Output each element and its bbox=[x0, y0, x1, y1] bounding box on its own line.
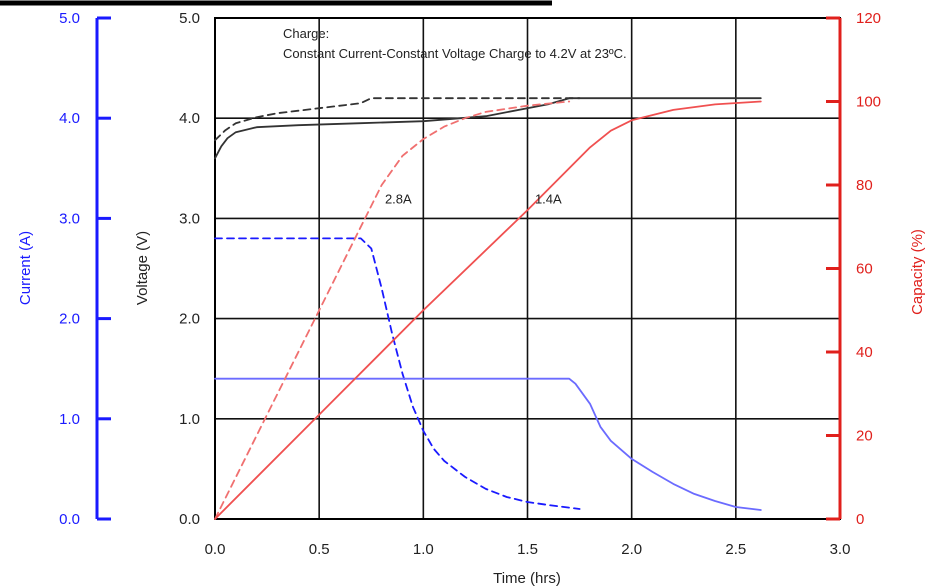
capacity-tick-label-0: 0 bbox=[856, 511, 864, 528]
capacity-tick-label-1: 20 bbox=[856, 428, 873, 445]
voltage-axis: 0.0 1.0 2.0 3.0 4.0 5.0 Voltage (V) bbox=[134, 10, 200, 528]
series-current-14A-line bbox=[214, 377, 762, 511]
current-tick-label-4: 4.0 bbox=[59, 110, 80, 127]
current-tick-label-3: 3.0 bbox=[59, 210, 80, 227]
current-axis: 0.0 1.0 2.0 3.0 4.0 5.0 Current (A) bbox=[17, 10, 111, 528]
series-layer bbox=[214, 97, 762, 520]
current-tick-label-1: 1.0 bbox=[59, 411, 80, 428]
current-tick-label-2: 2.0 bbox=[59, 311, 80, 328]
capacity-axis-label: Capacity (%) bbox=[909, 229, 926, 315]
x-tick-label-3: 1.5 bbox=[517, 541, 538, 558]
annotation-line-1: Charge: bbox=[283, 26, 329, 41]
grid bbox=[214, 17, 841, 520]
x-tick-label-2: 1.0 bbox=[413, 541, 434, 558]
data-labels: 2.8A 1.4A bbox=[385, 191, 562, 206]
x-tick-label-5: 2.5 bbox=[725, 541, 746, 558]
series-voltage-28A-line bbox=[214, 97, 581, 142]
voltage-tick-label-1: 1.0 bbox=[179, 411, 200, 428]
x-tick-label-1: 0.5 bbox=[309, 541, 330, 558]
series-capacity-28A-line bbox=[214, 100, 571, 520]
series-current-28A-line bbox=[214, 237, 581, 510]
capacity-tick-label-2: 40 bbox=[856, 344, 873, 361]
x-axis: 0.0 0.5 1.0 1.5 2.0 2.5 3.0 Time (hrs) bbox=[205, 541, 851, 587]
series-voltage-14A-line bbox=[214, 97, 762, 160]
voltage-axis-label: Voltage (V) bbox=[134, 231, 151, 305]
voltage-tick-label-2: 2.0 bbox=[179, 311, 200, 328]
capacity-tick-label-5: 100 bbox=[856, 94, 881, 111]
series-capacity-14A-line bbox=[214, 100, 762, 520]
voltage-tick-label-4: 4.0 bbox=[179, 110, 200, 127]
data-label-0: 2.8A bbox=[385, 191, 412, 206]
voltage-tick-label-3: 3.0 bbox=[179, 210, 200, 227]
current-tick-label-0: 0.0 bbox=[59, 511, 80, 528]
data-label-1: 1.4A bbox=[535, 191, 562, 206]
annotation: Charge: Constant Current-Constant Voltag… bbox=[283, 26, 627, 61]
x-axis-label: Time (hrs) bbox=[493, 570, 561, 587]
x-tick-label-0: 0.0 bbox=[205, 541, 226, 558]
capacity-tick-label-4: 80 bbox=[856, 177, 873, 194]
x-tick-label-6: 3.0 bbox=[830, 541, 851, 558]
annotation-line-2: Constant Current-Constant Voltage Charge… bbox=[283, 46, 627, 61]
x-tick-label-4: 2.0 bbox=[621, 541, 642, 558]
voltage-tick-label-0: 0.0 bbox=[179, 511, 200, 528]
current-axis-label: Current (A) bbox=[17, 231, 34, 305]
capacity-axis: 0 20 40 60 80 100 120 Capacity (%) bbox=[826, 10, 926, 528]
voltage-tick-label-5: 5.0 bbox=[179, 10, 200, 27]
current-tick-label-5: 5.0 bbox=[59, 10, 80, 27]
capacity-tick-label-6: 120 bbox=[856, 10, 881, 27]
capacity-tick-label-3: 60 bbox=[856, 261, 873, 278]
